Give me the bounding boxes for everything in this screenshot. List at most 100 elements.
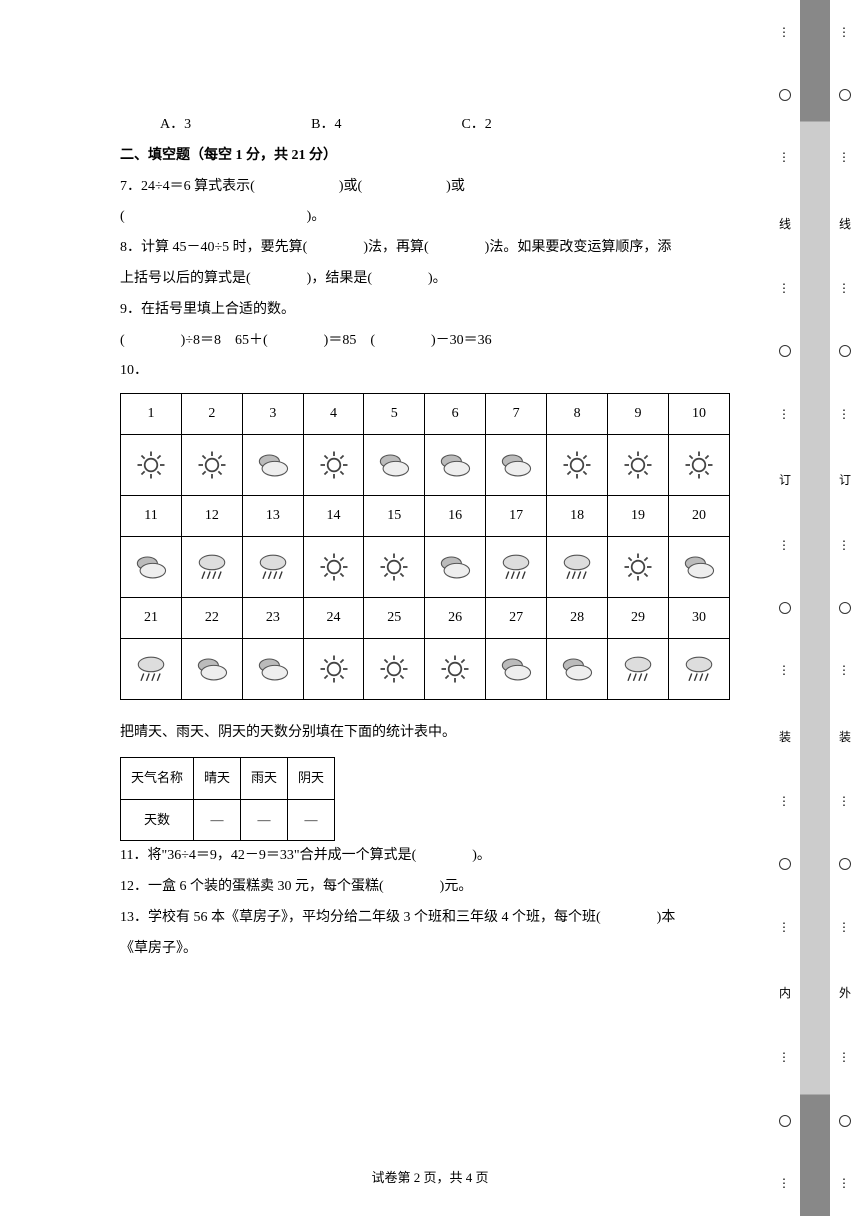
weather-icon-cell [669,639,730,700]
binding-margin: ⋮⋮ 线 ⋮⋮ 订 ⋮⋮ 装 ⋮⋮ 内 ⋮⋮ ⋮⋮ 线 ⋮⋮ 订 ⋮⋮ 装 ⋮⋮… [770,0,860,1216]
weather-icon-cell [303,435,363,496]
weather-icon-cell [608,435,669,496]
weather-icon-cell [121,537,182,598]
cloud-icon [496,651,536,687]
sun-icon [620,549,656,585]
day-number-cell: 26 [425,598,486,639]
weather-icon-cell [425,435,486,496]
weather-icon-cell [486,435,547,496]
answer-choices-row: A．3 B．4 C．2 [120,110,740,141]
weather-icon-cell [242,639,303,700]
question-8-line2: 上括号以后的算式是( )，结果是( )。 [120,264,740,295]
sun-icon [316,447,352,483]
day-number-cell: 16 [425,496,486,537]
day-number-cell: 30 [669,598,730,639]
margin-char-xian-r: 线 [839,215,851,232]
day-number-cell: 27 [486,598,547,639]
day-number-cell: 2 [181,394,242,435]
day-number-cell: 23 [242,598,303,639]
binding-col-left: ⋮⋮ 线 ⋮⋮ 订 ⋮⋮ 装 ⋮⋮ 内 ⋮⋮ [770,0,800,1216]
weather-icon-cell [425,537,486,598]
cloud-icon [253,651,293,687]
sun-icon [376,549,412,585]
day-number-cell: 25 [364,598,425,639]
margin-char-zhuang: 装 [779,728,791,745]
margin-char-wai: 外 [839,984,851,1001]
day-number-cell: 19 [608,496,669,537]
day-number-cell: 11 [121,496,182,537]
question-7-line1: 7．24÷4＝6 算式表示( )或( )或 [120,172,740,203]
summary-row-label: 天数 [121,799,194,841]
question-10-label: 10． [120,356,740,387]
summary-blank-rainy[interactable]: — [241,799,288,841]
sun-icon [681,447,717,483]
day-number-cell: 17 [486,496,547,537]
day-number-cell: 15 [364,496,425,537]
sun-icon [559,447,595,483]
summary-blank-cloudy[interactable]: — [288,799,335,841]
weather-icon-cell [364,639,425,700]
margin-char-xian: 线 [779,215,791,232]
sun-icon [316,651,352,687]
weather-icon-cell [181,639,242,700]
summary-header-sunny: 晴天 [194,757,241,799]
weather-icon-cell [303,639,363,700]
cloud-icon [374,447,414,483]
summary-header-rainy: 雨天 [241,757,288,799]
margin-char-ding-r: 订 [839,471,851,488]
choice-a: A．3 [160,110,191,141]
weather-icon-cell [242,537,303,598]
day-number-cell: 24 [303,598,363,639]
rain-icon [679,649,719,689]
margin-char-zhuang-r: 装 [839,728,851,745]
cloud-icon [131,549,171,585]
day-number-cell: 12 [181,496,242,537]
weather-icon-cell [547,537,608,598]
rain-icon [253,547,293,587]
question-7-line2: ( )。 [120,202,740,233]
cloud-icon [496,447,536,483]
question-9-line1: 9．在括号里填上合适的数。 [120,295,740,326]
day-number-cell: 18 [547,496,608,537]
day-number-cell: 22 [181,598,242,639]
weather-icon-cell [486,639,547,700]
rain-icon [131,649,171,689]
weather-icon-cell [303,537,363,598]
rain-icon [557,547,597,587]
day-number-cell: 20 [669,496,730,537]
weather-icon-cell [121,435,182,496]
summary-header-cloudy: 阴天 [288,757,335,799]
day-number-cell: 14 [303,496,363,537]
rain-icon [618,649,658,689]
day-number-cell: 5 [364,394,425,435]
day-number-cell: 7 [486,394,547,435]
rain-icon [192,547,232,587]
summary-blank-sunny[interactable]: — [194,799,241,841]
question-9-line2: ( )÷8＝8 65＋( )＝85 ( )－30＝36 [120,326,740,357]
sun-icon [376,651,412,687]
cloud-icon [435,447,475,483]
question-11: 11．将"36÷4＝9，42－9＝33"合并成一个算式是( )。 [120,841,740,872]
day-number-cell: 13 [242,496,303,537]
cloud-icon [679,549,719,585]
weather-icon-cell [547,639,608,700]
day-number-cell: 6 [425,394,486,435]
day-number-cell: 28 [547,598,608,639]
margin-char-nei: 内 [779,984,791,1001]
cloud-icon [435,549,475,585]
sun-icon [133,447,169,483]
rain-icon [496,547,536,587]
binding-col-right: ⋮⋮ 线 ⋮⋮ 订 ⋮⋮ 装 ⋮⋮ 外 ⋮⋮ [830,0,860,1216]
summary-header-name: 天气名称 [121,757,194,799]
question-10-caption: 把晴天、雨天、阴天的天数分别填在下面的统计表中。 [120,718,740,749]
day-number-cell: 1 [121,394,182,435]
binding-col-gray [800,0,830,1216]
day-number-cell: 9 [608,394,669,435]
sun-icon [620,447,656,483]
margin-char-ding: 订 [779,471,791,488]
exam-page: A．3 B．4 C．2 二、填空题（每空 1 分，共 21 分） 7．24÷4＝… [0,0,860,1004]
day-number-cell: 10 [669,394,730,435]
choice-b: B．4 [311,110,341,141]
day-number-cell: 8 [547,394,608,435]
question-13-line1: 13．学校有 56 本《草房子》，平均分给二年级 3 个班和三年级 4 个班，每… [120,903,740,934]
